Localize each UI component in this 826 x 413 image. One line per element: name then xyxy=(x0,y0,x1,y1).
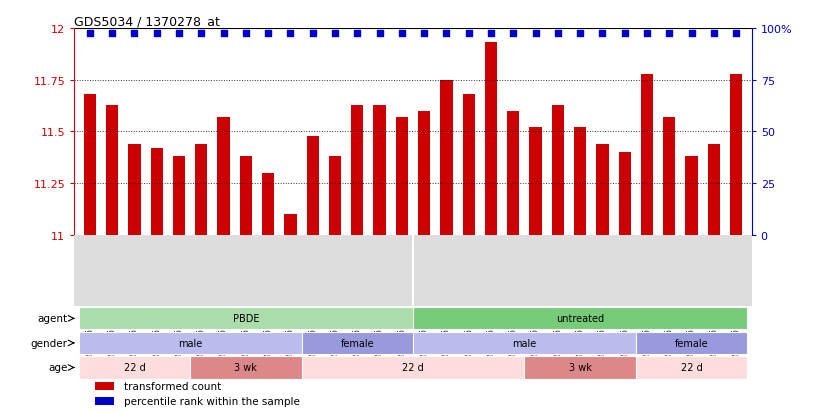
Bar xyxy=(485,43,497,235)
Bar xyxy=(351,105,363,235)
Point xyxy=(217,31,230,37)
Bar xyxy=(413,308,748,330)
Point xyxy=(529,31,542,37)
Point xyxy=(417,31,430,37)
Bar xyxy=(663,118,676,235)
Bar xyxy=(95,382,114,390)
Bar xyxy=(525,356,636,379)
Point xyxy=(396,31,409,37)
Text: transformed count: transformed count xyxy=(124,381,221,391)
Text: female: female xyxy=(340,338,374,348)
Bar xyxy=(262,173,274,235)
Bar xyxy=(596,145,609,235)
Bar xyxy=(150,149,163,235)
Text: PBDE: PBDE xyxy=(233,313,259,323)
Bar xyxy=(529,128,542,235)
Bar xyxy=(301,356,525,379)
Point xyxy=(618,31,631,37)
Point xyxy=(573,31,586,37)
Point xyxy=(685,31,698,37)
Text: age: age xyxy=(48,363,68,373)
Bar xyxy=(574,128,586,235)
Bar xyxy=(78,308,413,330)
Point xyxy=(195,31,208,37)
Point xyxy=(128,31,141,37)
Point xyxy=(306,31,320,37)
Text: untreated: untreated xyxy=(556,313,604,323)
Bar xyxy=(418,112,430,235)
Point xyxy=(173,31,186,37)
Bar xyxy=(306,136,319,235)
Point xyxy=(150,31,164,37)
Point xyxy=(351,31,364,37)
Bar xyxy=(413,332,636,354)
Text: GDS5034 / 1370278_at: GDS5034 / 1370278_at xyxy=(74,15,221,28)
Text: 22 d: 22 d xyxy=(402,363,424,373)
Text: agent: agent xyxy=(37,313,68,323)
Bar xyxy=(730,74,743,235)
Point xyxy=(373,31,387,37)
Point xyxy=(484,31,497,37)
Bar xyxy=(95,397,114,406)
Point xyxy=(83,31,97,37)
Bar xyxy=(240,157,252,235)
Point xyxy=(462,31,475,37)
Text: female: female xyxy=(675,338,709,348)
Bar xyxy=(128,145,140,235)
Bar xyxy=(373,105,386,235)
Bar xyxy=(463,95,475,235)
Point xyxy=(439,31,453,37)
Bar xyxy=(78,356,190,379)
Bar xyxy=(106,105,118,235)
Point xyxy=(284,31,297,37)
Bar xyxy=(195,145,207,235)
Bar xyxy=(78,332,301,354)
Text: gender: gender xyxy=(31,338,68,348)
Bar xyxy=(636,356,748,379)
Text: 3 wk: 3 wk xyxy=(235,363,258,373)
Bar xyxy=(507,112,520,235)
Text: 22 d: 22 d xyxy=(124,363,145,373)
Bar xyxy=(636,332,748,354)
Point xyxy=(662,31,676,37)
Bar xyxy=(329,157,341,235)
Point xyxy=(240,31,253,37)
Point xyxy=(707,31,720,37)
Bar xyxy=(686,157,698,235)
Point xyxy=(596,31,609,37)
Bar xyxy=(173,157,185,235)
Bar xyxy=(641,74,653,235)
Point xyxy=(551,31,564,37)
Bar xyxy=(284,215,297,235)
Point xyxy=(506,31,520,37)
Bar xyxy=(190,356,301,379)
Bar xyxy=(708,145,720,235)
Text: 3 wk: 3 wk xyxy=(568,363,591,373)
Bar xyxy=(619,153,631,235)
Bar xyxy=(301,332,413,354)
Bar xyxy=(217,118,230,235)
Point xyxy=(729,31,743,37)
Bar xyxy=(440,81,453,235)
Bar xyxy=(396,118,408,235)
Text: percentile rank within the sample: percentile rank within the sample xyxy=(124,396,300,406)
Point xyxy=(640,31,653,37)
Text: 22 d: 22 d xyxy=(681,363,702,373)
Text: male: male xyxy=(178,338,202,348)
Point xyxy=(329,31,342,37)
Bar xyxy=(552,105,564,235)
Text: male: male xyxy=(512,338,537,348)
Bar xyxy=(83,95,96,235)
Point xyxy=(106,31,119,37)
Point xyxy=(262,31,275,37)
